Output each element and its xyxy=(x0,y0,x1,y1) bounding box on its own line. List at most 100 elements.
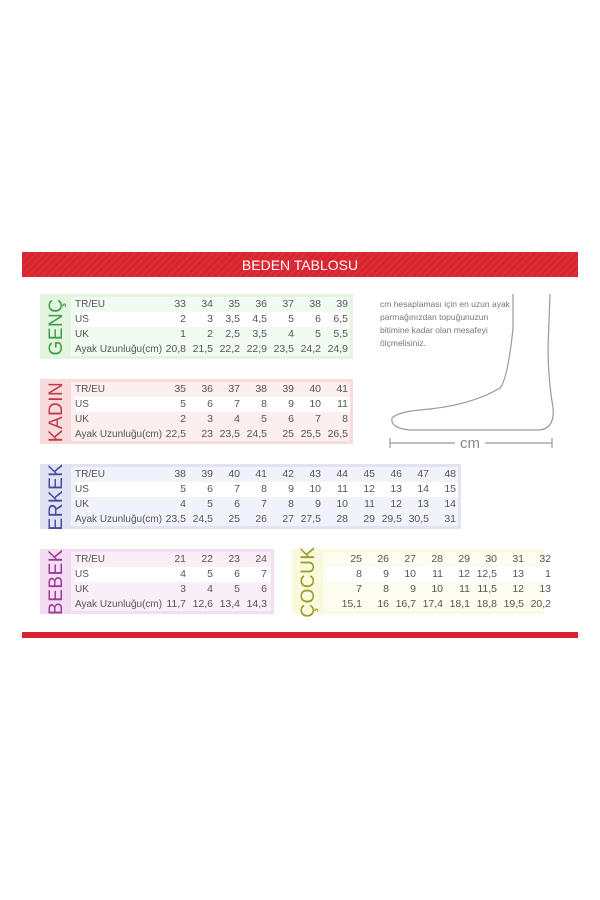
table-row: UK 3 4 5 6 xyxy=(75,582,271,597)
table-cell: 6 xyxy=(234,568,240,580)
row-label: UK xyxy=(75,329,89,340)
table-cell: 8 xyxy=(261,483,267,495)
table-cell: 9 xyxy=(288,398,294,410)
table-cell: 11,5 xyxy=(477,583,497,595)
table-label: ERKEK xyxy=(43,463,71,530)
table-cell: 18,8 xyxy=(476,598,497,610)
table-cell: 15 xyxy=(444,483,456,495)
table-cell: 1 xyxy=(545,568,551,580)
table-cell: 12 xyxy=(363,483,375,495)
table-cell: 11 xyxy=(337,398,348,410)
table-cell: 3 xyxy=(180,583,186,595)
table-cell: 5 xyxy=(180,483,186,495)
size-grid: TR/EU 35 36 37 38 39 40 41 US 5 6 7 8 9 10 11 UK 2 3 4 5 6 7 8 A… xyxy=(71,382,350,441)
table-cell: 41 xyxy=(336,383,348,395)
table-cell: 15,1 xyxy=(341,598,362,610)
table-cell: 22,2 xyxy=(219,343,240,355)
table-row: Ayak Uzunluğu(cm) 20,8 21,5 22,2 22,9 23,5 24,… xyxy=(75,342,350,357)
size-grid: TR/EU 38 39 40 41 42 43 44 45 46 47 48 US 5 6 7 8 9 10 11 12… xyxy=(71,467,458,526)
table-cell: 22,9 xyxy=(246,343,267,355)
table-cell: 43 xyxy=(309,468,321,480)
table-cell: 6 xyxy=(207,483,213,495)
table-row: UK 2 3 4 5 6 7 8 xyxy=(75,412,350,427)
table-cell: 22 xyxy=(201,553,213,565)
table-cell: 16 xyxy=(377,598,389,610)
table-cell: 29 xyxy=(458,553,470,565)
table-cell: 32 xyxy=(539,553,551,565)
table-cell: 7 xyxy=(234,483,240,495)
table-cell: 23,5 xyxy=(219,428,240,440)
table-cell: 27 xyxy=(404,553,416,565)
table-cell: 9 xyxy=(383,568,389,580)
table-cell: 4 xyxy=(234,413,240,425)
table-label-text: KADIN xyxy=(46,381,67,442)
table-cell: 37 xyxy=(282,298,294,310)
page-title: BEDEN TABLOSU xyxy=(241,257,359,273)
table-cell: 38 xyxy=(174,468,186,480)
table-cell: 28 xyxy=(336,513,348,525)
table-cell: 14 xyxy=(417,483,429,495)
table-cell: 6 xyxy=(315,313,321,325)
row-label: US xyxy=(75,314,89,325)
table-cell: 1 xyxy=(180,328,186,340)
table-row: Ayak Uzunluğu(cm) 22,5 23 23,5 24,5 25 25,5 26,… xyxy=(75,427,350,442)
row-label: US xyxy=(75,569,89,580)
table-cell: 24,5 xyxy=(246,428,267,440)
size-grid: TR/EU 21 22 23 24 US 4 5 6 7 UK 3 4 5 6 Ayak Uzunluğu(c… xyxy=(71,552,271,611)
table-row: TR/EU 38 39 40 41 42 43 44 45 46 47 48 xyxy=(75,467,458,482)
size-table-kadin: KADIN TR/EU 35 36 37 38 39 40 41 US 5 6 7 8 9 10 11 UK 2 3 4… xyxy=(40,379,353,444)
table-cell: 2 xyxy=(180,413,186,425)
table-row: US 4 5 6 7 xyxy=(75,567,271,582)
table-cell: 3,5 xyxy=(252,328,267,340)
table-row: TR/EU 35 36 37 38 39 40 41 xyxy=(75,382,350,397)
table-cell: 11,7 xyxy=(166,598,186,610)
table-cell: 19,5 xyxy=(503,598,524,610)
table-cell: 5 xyxy=(180,398,186,410)
row-label: TR/EU xyxy=(75,554,105,565)
table-cell: 11 xyxy=(364,498,375,510)
table-row: US 5 6 7 8 9 10 11 12 13 14 15 xyxy=(75,482,458,497)
table-cell: 6 xyxy=(261,583,267,595)
table-label-text: GENÇ xyxy=(46,298,67,355)
table-cell: 7 xyxy=(356,583,362,595)
table-cell: 4,5 xyxy=(252,313,267,325)
table-cell: 5 xyxy=(288,313,294,325)
table-cell: 2 xyxy=(180,313,186,325)
table-cell: 25 xyxy=(228,513,240,525)
table-row: Ayak Uzunluğu(cm) 11,7 12,6 13,4 14,3 xyxy=(75,597,271,612)
table-cell: 23,5 xyxy=(165,513,186,525)
table-cell: 35 xyxy=(228,298,240,310)
table-cell: 14,3 xyxy=(246,598,267,610)
table-row: Ayak Uzunluğu(cm) 23,5 24,5 25 26 27 27,5 28 29 2… xyxy=(75,512,458,527)
table-cell: 16,7 xyxy=(395,598,416,610)
table-cell: 2,5 xyxy=(225,328,240,340)
table-cell: 13 xyxy=(390,483,402,495)
table-cell: 26,5 xyxy=(327,428,348,440)
row-label: Ayak Uzunluğu(cm) xyxy=(75,344,163,355)
table-label: ÇOCUK xyxy=(295,546,323,617)
foot-outline-icon xyxy=(391,293,554,431)
row-label: TR/EU xyxy=(75,469,105,480)
table-cell: 8 xyxy=(342,413,348,425)
table-cell: 26 xyxy=(255,513,267,525)
table-cell: 5 xyxy=(261,413,267,425)
table-cell: 26 xyxy=(377,553,389,565)
table-cell: 10 xyxy=(404,568,416,580)
table-cell: 12 xyxy=(512,583,524,595)
table-cell: 4 xyxy=(180,568,186,580)
table-label-text: ERKEK xyxy=(46,463,67,530)
table-cell: 11 xyxy=(337,483,348,495)
table-cell: 41 xyxy=(255,468,267,480)
table-cell: 33 xyxy=(174,298,186,310)
table-cell: 10 xyxy=(309,398,321,410)
table-cell: 37 xyxy=(228,383,240,395)
table-cell: 13,4 xyxy=(219,598,240,610)
table-cell: 38 xyxy=(309,298,321,310)
size-table-erkek: ERKEK TR/EU 38 39 40 41 42 43 44 45 46 47 48 US 5 6 7 8 9 1… xyxy=(40,463,461,530)
table-cell: 8 xyxy=(383,583,389,595)
table-cell: 6 xyxy=(288,413,294,425)
table-cell: 27,5 xyxy=(300,513,321,525)
row-label: UK xyxy=(75,584,89,595)
table-cell: 39 xyxy=(336,298,348,310)
table-cell: 5 xyxy=(207,568,213,580)
